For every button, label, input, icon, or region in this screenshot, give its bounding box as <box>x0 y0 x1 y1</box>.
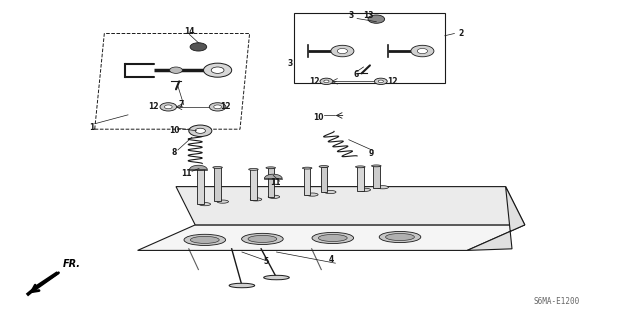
Ellipse shape <box>307 193 318 196</box>
Ellipse shape <box>371 165 381 167</box>
Ellipse shape <box>191 236 219 243</box>
Circle shape <box>214 105 221 109</box>
Circle shape <box>160 103 177 111</box>
Text: 7: 7 <box>179 100 184 109</box>
Text: S6MA-E1200: S6MA-E1200 <box>534 297 580 306</box>
Text: 12: 12 <box>148 102 159 111</box>
Text: FR.: FR. <box>63 259 81 269</box>
Circle shape <box>190 43 207 51</box>
Circle shape <box>204 63 232 77</box>
Ellipse shape <box>250 198 262 201</box>
Bar <box>214 167 221 201</box>
Bar <box>357 167 364 191</box>
Ellipse shape <box>248 168 259 170</box>
Text: 11: 11 <box>270 178 280 187</box>
Text: 8: 8 <box>172 148 177 157</box>
Circle shape <box>417 48 428 54</box>
Text: 3: 3 <box>288 59 293 68</box>
Ellipse shape <box>319 234 347 241</box>
Circle shape <box>378 80 383 83</box>
Bar <box>373 166 380 188</box>
Circle shape <box>164 105 172 109</box>
Text: 4: 4 <box>328 256 333 264</box>
Circle shape <box>411 45 434 57</box>
Text: 1: 1 <box>89 123 94 132</box>
Circle shape <box>209 103 226 111</box>
Text: 12: 12 <box>220 102 230 111</box>
Ellipse shape <box>241 234 283 244</box>
Polygon shape <box>467 187 525 250</box>
Ellipse shape <box>196 168 205 170</box>
Circle shape <box>324 80 329 83</box>
Text: 10: 10 <box>314 113 324 122</box>
Ellipse shape <box>324 190 336 194</box>
Ellipse shape <box>319 166 329 167</box>
Polygon shape <box>138 225 525 250</box>
Circle shape <box>331 45 354 57</box>
Text: 2: 2 <box>458 29 463 38</box>
Bar <box>321 167 327 192</box>
Text: 12: 12 <box>310 77 320 86</box>
Polygon shape <box>176 187 525 225</box>
Circle shape <box>337 48 348 54</box>
Circle shape <box>170 67 182 73</box>
Ellipse shape <box>229 283 255 288</box>
Text: 5: 5 <box>263 257 268 266</box>
Bar <box>250 169 257 200</box>
Ellipse shape <box>264 275 289 280</box>
Ellipse shape <box>212 167 223 168</box>
Wedge shape <box>264 174 282 179</box>
Ellipse shape <box>199 203 211 206</box>
Circle shape <box>320 78 333 85</box>
Ellipse shape <box>312 232 354 244</box>
Ellipse shape <box>248 235 276 242</box>
Ellipse shape <box>385 234 415 241</box>
Bar <box>304 168 310 195</box>
Text: 13: 13 <box>363 11 373 20</box>
Ellipse shape <box>302 167 312 169</box>
Ellipse shape <box>355 166 365 168</box>
Circle shape <box>368 15 385 23</box>
Bar <box>197 169 204 204</box>
Text: 9: 9 <box>369 149 374 158</box>
Ellipse shape <box>377 186 388 189</box>
Text: 12: 12 <box>387 77 397 86</box>
Ellipse shape <box>184 234 226 246</box>
Ellipse shape <box>268 195 280 198</box>
Ellipse shape <box>266 167 275 169</box>
Bar <box>268 168 274 197</box>
Text: 6: 6 <box>354 70 359 78</box>
Text: 11: 11 <box>182 169 192 178</box>
Circle shape <box>189 125 212 137</box>
Ellipse shape <box>379 232 421 242</box>
Text: 3: 3 <box>348 11 353 20</box>
Circle shape <box>211 67 224 73</box>
Ellipse shape <box>359 188 371 191</box>
Text: 10: 10 <box>169 126 179 135</box>
Wedge shape <box>189 165 207 170</box>
Text: 14: 14 <box>184 27 195 36</box>
Ellipse shape <box>217 200 228 203</box>
Circle shape <box>195 128 205 133</box>
Circle shape <box>374 78 387 85</box>
